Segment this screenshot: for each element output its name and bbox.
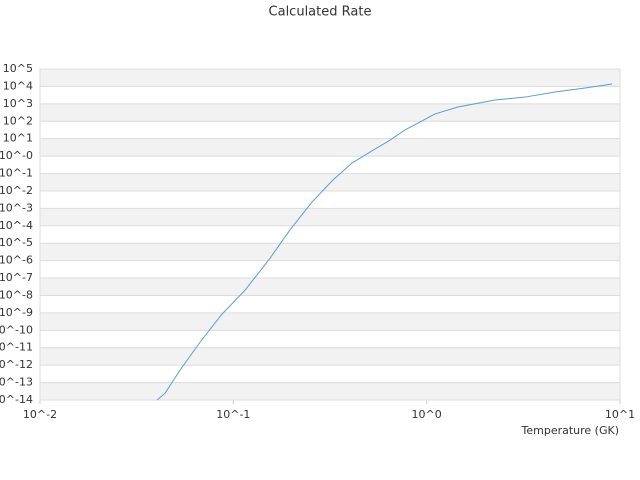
y-tick-label: 10^-7 [0,271,33,284]
y-tick-label: 10^-12 [0,358,33,371]
y-tick-label: 10^-0 [0,149,33,162]
y-tick-label: 10^-6 [0,254,33,267]
x-tick-label: 10^-1 [216,408,250,421]
grid-band [40,103,620,122]
y-tick-label: 10^2 [3,114,33,127]
y-tick-label: 10^5 [3,62,33,75]
y-tick-label: 10^3 [3,97,33,110]
grid-band [40,278,620,296]
x-tick-label: 10^0 [412,408,442,421]
chart-title: Calculated Rate [269,5,372,20]
grid-band [40,243,620,261]
y-tick-label: 10^-1 [0,167,33,180]
y-tick-label: 10^-2 [0,184,33,197]
y-tick-label: 10^-10 [0,323,33,336]
y-tick-label: 10^1 [3,132,33,145]
grid-band [40,347,620,366]
grid-band [40,69,620,87]
y-tick-label: 10^-11 [0,341,33,354]
y-tick-label: 10^-8 [0,288,33,301]
grid-band [40,138,620,157]
grid-band [40,382,620,400]
x-axis-label: Temperature (GK) [521,424,620,437]
y-tick-label: 10^-3 [0,201,33,214]
grid-band [40,173,620,191]
plot-frame [39,68,621,401]
y-tick-label: 10^-9 [0,306,33,319]
y-tick-label: 10^-4 [0,219,33,232]
y-tick-label: 10^-14 [0,393,33,406]
grid-band [40,208,620,226]
grid-band [40,312,620,331]
y-tick-label: 10^4 [3,79,33,92]
x-tick-label: 10^1 [605,408,635,421]
x-tick-label: 10^-2 [23,408,57,421]
y-tick-label: 10^-13 [0,376,33,389]
y-tick-label: 10^-5 [0,236,33,249]
data-line [156,83,613,401]
